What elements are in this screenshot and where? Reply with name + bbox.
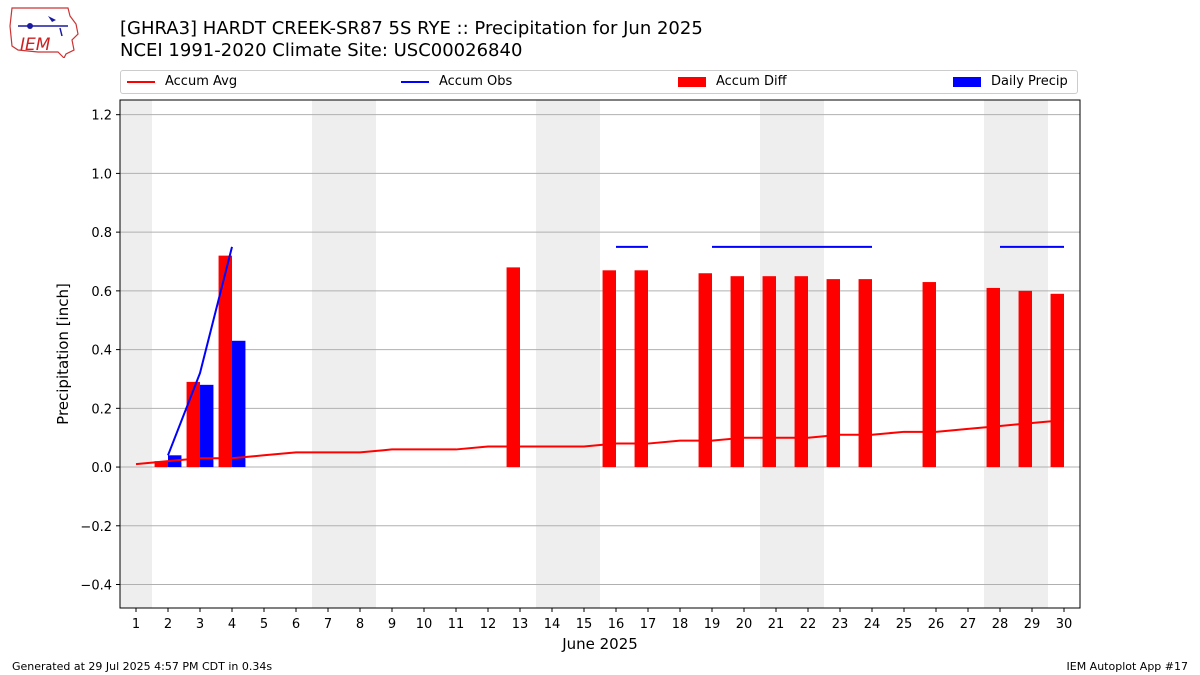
weekend-band-0: [120, 100, 152, 608]
accum-diff-bar-day-2: [154, 461, 168, 468]
y-tick-label: −0.2: [80, 520, 112, 535]
x-tick-label: 20: [736, 617, 753, 632]
daily-precip-bar-day-4: [232, 340, 246, 468]
legend-swatch-accum-avg: [127, 80, 155, 83]
x-tick-label: 27: [960, 617, 977, 632]
accum-diff-bar-day-24: [858, 279, 872, 468]
x-tick-label: 15: [576, 617, 593, 632]
y-tick-label: 0.6: [91, 285, 112, 300]
accum-diff-bar-day-29: [1018, 290, 1032, 468]
accum-diff-bar-day-4: [218, 255, 232, 468]
x-tick-label: 17: [640, 617, 657, 632]
legend-label-accum-avg: Accum Avg: [165, 74, 238, 89]
legend-label-accum-diff: Accum Diff: [716, 74, 787, 89]
x-axis-label: June 2025: [561, 635, 638, 653]
accum-diff-bar-day-23: [826, 279, 840, 468]
footer-generated-text: Generated at 29 Jul 2025 4:57 PM CDT in …: [12, 660, 273, 673]
chart-subtitle: NCEI 1991-2020 Climate Site: USC00026840: [120, 40, 523, 61]
x-tick-label: 25: [896, 617, 913, 632]
x-tick-label: 12: [480, 617, 497, 632]
x-tick-label: 11: [448, 617, 465, 632]
accum-avg-line: [135, 419, 1065, 466]
x-tick-label: 24: [864, 617, 881, 632]
weekend-band-2: [536, 100, 600, 608]
y-tick-label: 0.4: [91, 344, 112, 359]
x-tick-label: 1: [132, 617, 140, 632]
x-tick-label: 29: [1024, 617, 1041, 632]
x-tick-label: 16: [608, 617, 625, 632]
weekend-band-1: [312, 100, 376, 608]
legend-item-accum-diff: Accum Diff: [678, 74, 787, 92]
x-tick-label: 28: [992, 617, 1009, 632]
accum-diff-bar-day-20: [730, 276, 744, 468]
x-tick-label: 3: [196, 617, 204, 632]
footer-app-text: IEM Autoplot App #17: [1066, 660, 1189, 673]
logo-text: IEM: [20, 35, 51, 55]
chart-title: [GHRA3] HARDT CREEK-SR87 5S RYE :: Preci…: [120, 18, 703, 39]
legend-item-accum-avg: Accum Avg: [127, 74, 237, 92]
x-tick-label: 2: [164, 617, 172, 632]
y-tick-label: 0.2: [91, 402, 112, 417]
x-tick-label: 5: [260, 617, 268, 632]
iem-logo: IEM: [9, 7, 79, 58]
x-tick-label: 4: [228, 617, 236, 632]
x-tick-label: 19: [704, 617, 721, 632]
plot-frame: [119, 99, 1081, 609]
x-tick-label: 9: [388, 617, 396, 632]
x-tick-label: 21: [768, 617, 785, 632]
y-tick-label: 0.8: [91, 226, 112, 241]
x-tick-label: 6: [292, 617, 300, 632]
legend-swatch-accum-obs: [401, 80, 429, 83]
daily-precip-bar-day-3: [200, 384, 214, 468]
legend-label-daily-precip: Daily Precip: [991, 74, 1068, 89]
x-tick-label: 26: [928, 617, 945, 632]
legend-item-daily-precip: Daily Precip: [953, 74, 1068, 92]
y-tick-label: 1.0: [91, 167, 112, 182]
x-tick-label: 8: [356, 617, 364, 632]
accum-diff-bar-day-13: [506, 267, 520, 468]
accum-diff-bar-day-21: [762, 276, 776, 468]
legend-swatch-daily-precip: [953, 76, 981, 87]
accum-diff-bar-day-17: [634, 270, 648, 468]
legend-item-accum-obs: Accum Obs: [401, 74, 512, 92]
accum-diff-bar-day-16: [602, 270, 616, 468]
x-tick-label: 13: [512, 617, 529, 632]
accum-diff-bar-day-19: [698, 273, 712, 468]
accum-diff-bar-day-30: [1050, 293, 1064, 468]
legend-label-accum-obs: Accum Obs: [439, 74, 513, 89]
accum-diff-bar-day-22: [794, 276, 808, 468]
y-tick-label: 1.2: [91, 109, 112, 124]
x-tick-label: 7: [324, 617, 332, 632]
x-tick-label: 10: [416, 617, 433, 632]
legend-swatch-accum-diff: [678, 76, 706, 87]
x-tick-label: 30: [1056, 617, 1073, 632]
accum-obs-line-segment-0: [167, 246, 233, 456]
accum-diff-bar-day-28: [986, 287, 1000, 468]
x-tick-label: 22: [800, 617, 817, 632]
x-tick-label: 18: [672, 617, 689, 632]
chart-legend: Accum Avg Accum Obs Accum Diff Daily Pre…: [120, 70, 1078, 94]
y-tick-label: 0.0: [91, 461, 112, 476]
accum-diff-bar-day-26: [922, 282, 936, 468]
accum-diff-bar-day-3: [186, 381, 200, 468]
x-tick-label: 14: [544, 617, 561, 632]
y-tick-label: −0.4: [80, 579, 112, 594]
y-axis-label: Precipitation [inch]: [54, 283, 72, 425]
x-tick-label: 23: [832, 617, 849, 632]
